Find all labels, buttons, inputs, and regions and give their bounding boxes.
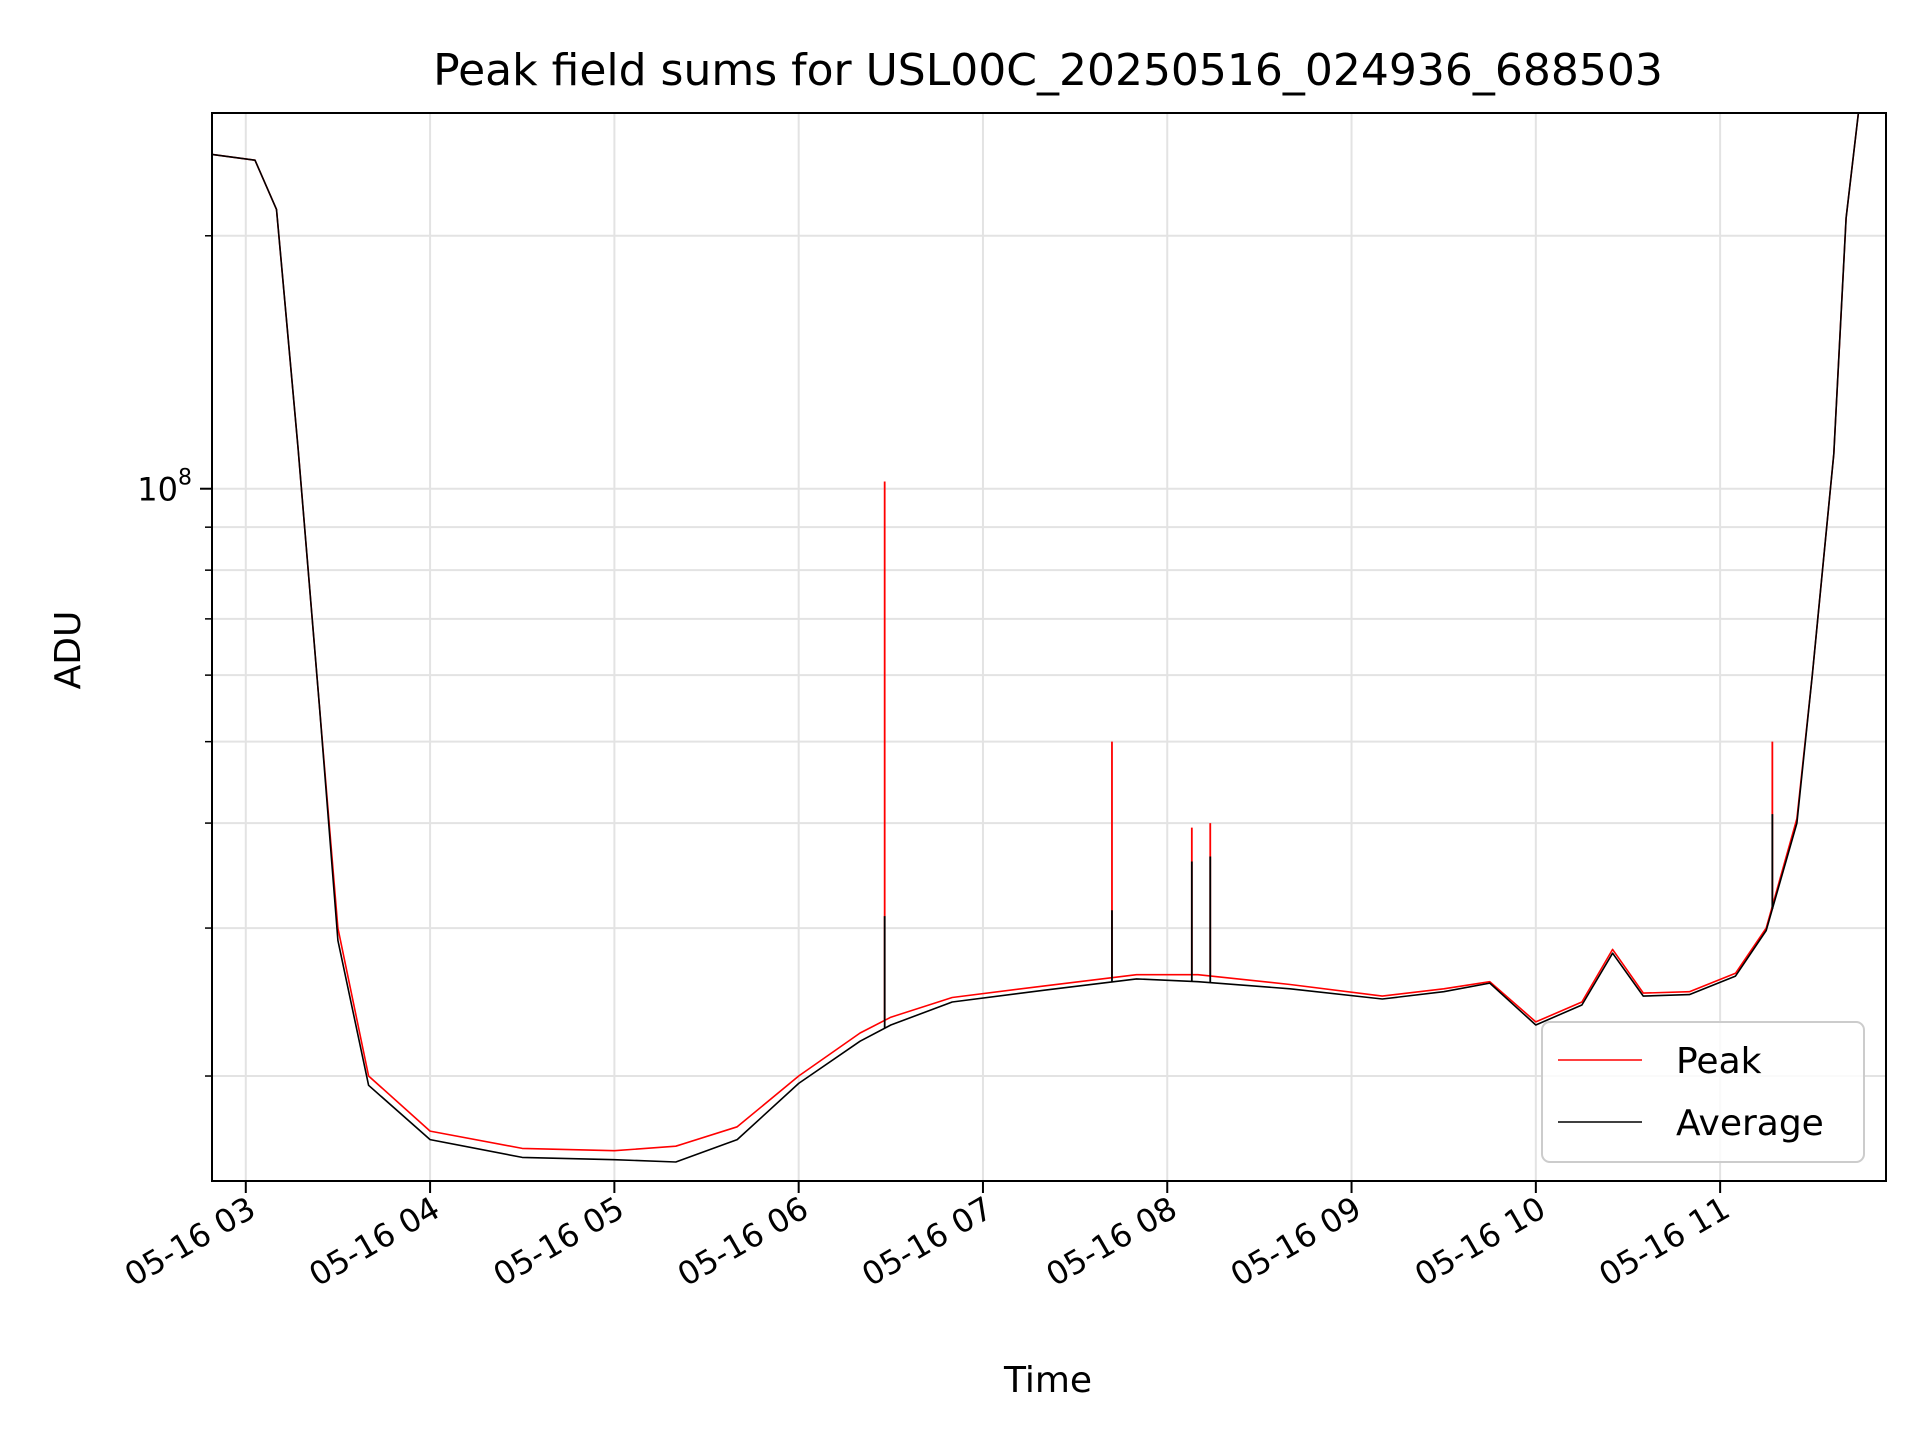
legend-box (1541, 1021, 1865, 1163)
series-line-average (211, 112, 1860, 1163)
x-axis-label: Time (1003, 1360, 1092, 1401)
legend: Peak Average (1541, 1021, 1865, 1163)
axes-frame (211, 112, 1887, 1182)
plot-area (211, 112, 1860, 1163)
y-axis-label: ADU (48, 611, 89, 690)
chart-title: Peak field sums for USL00C_20250516_0249… (433, 45, 1663, 96)
legend-label-peak: Peak (1676, 1041, 1762, 1082)
legend-label-average: Average (1676, 1103, 1824, 1144)
series-line-peak (211, 112, 1860, 1152)
